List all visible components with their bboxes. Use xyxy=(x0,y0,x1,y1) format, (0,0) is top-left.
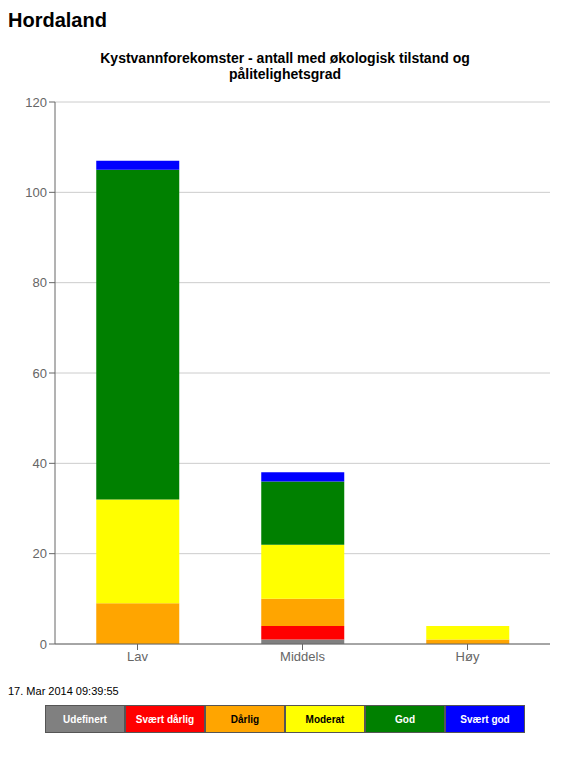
svg-text:0: 0 xyxy=(40,637,47,652)
html-text:17. Mar 2014 09:39:55: 17. Mar 2014 09:39:55 xyxy=(8,685,119,697)
html-text:Svært dårlig: Svært dårlig xyxy=(135,713,195,725)
html-text:God: God xyxy=(395,713,415,725)
html-text:Svært god: Svært god xyxy=(460,713,510,725)
html-text:Udefinert: Udefinert xyxy=(63,713,107,725)
svg-text:60: 60 xyxy=(33,366,47,381)
svg-text:Middels: Middels xyxy=(280,649,325,664)
html-text:Dårlig: Dårlig xyxy=(230,713,260,725)
svg-text:20: 20 xyxy=(33,546,47,561)
html-text:Moderat: Moderat xyxy=(305,713,345,725)
html-text:Hordaland: Hordaland xyxy=(8,9,107,31)
svg-text:Lav: Lav xyxy=(127,649,148,664)
html-text:Kystvannforekomster - antall m: Kystvannforekomster - antall med økologi… xyxy=(100,50,470,82)
svg-text:120: 120 xyxy=(25,95,47,110)
svg-text:40: 40 xyxy=(33,456,47,471)
svg-text:80: 80 xyxy=(33,275,47,290)
svg-text:100: 100 xyxy=(25,185,47,200)
svg-text:Høy: Høy xyxy=(456,649,480,664)
